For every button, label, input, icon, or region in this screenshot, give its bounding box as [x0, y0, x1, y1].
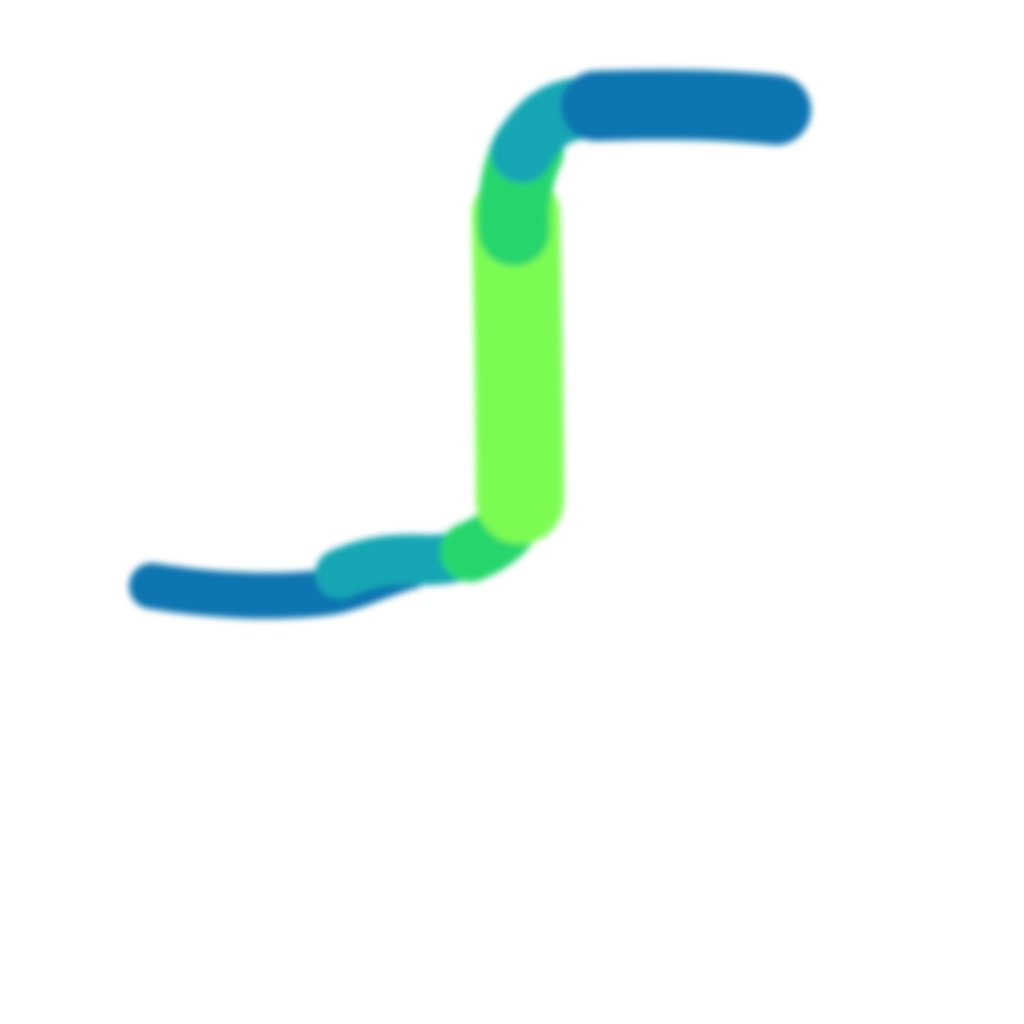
stroke-top-arm	[561, 69, 811, 145]
